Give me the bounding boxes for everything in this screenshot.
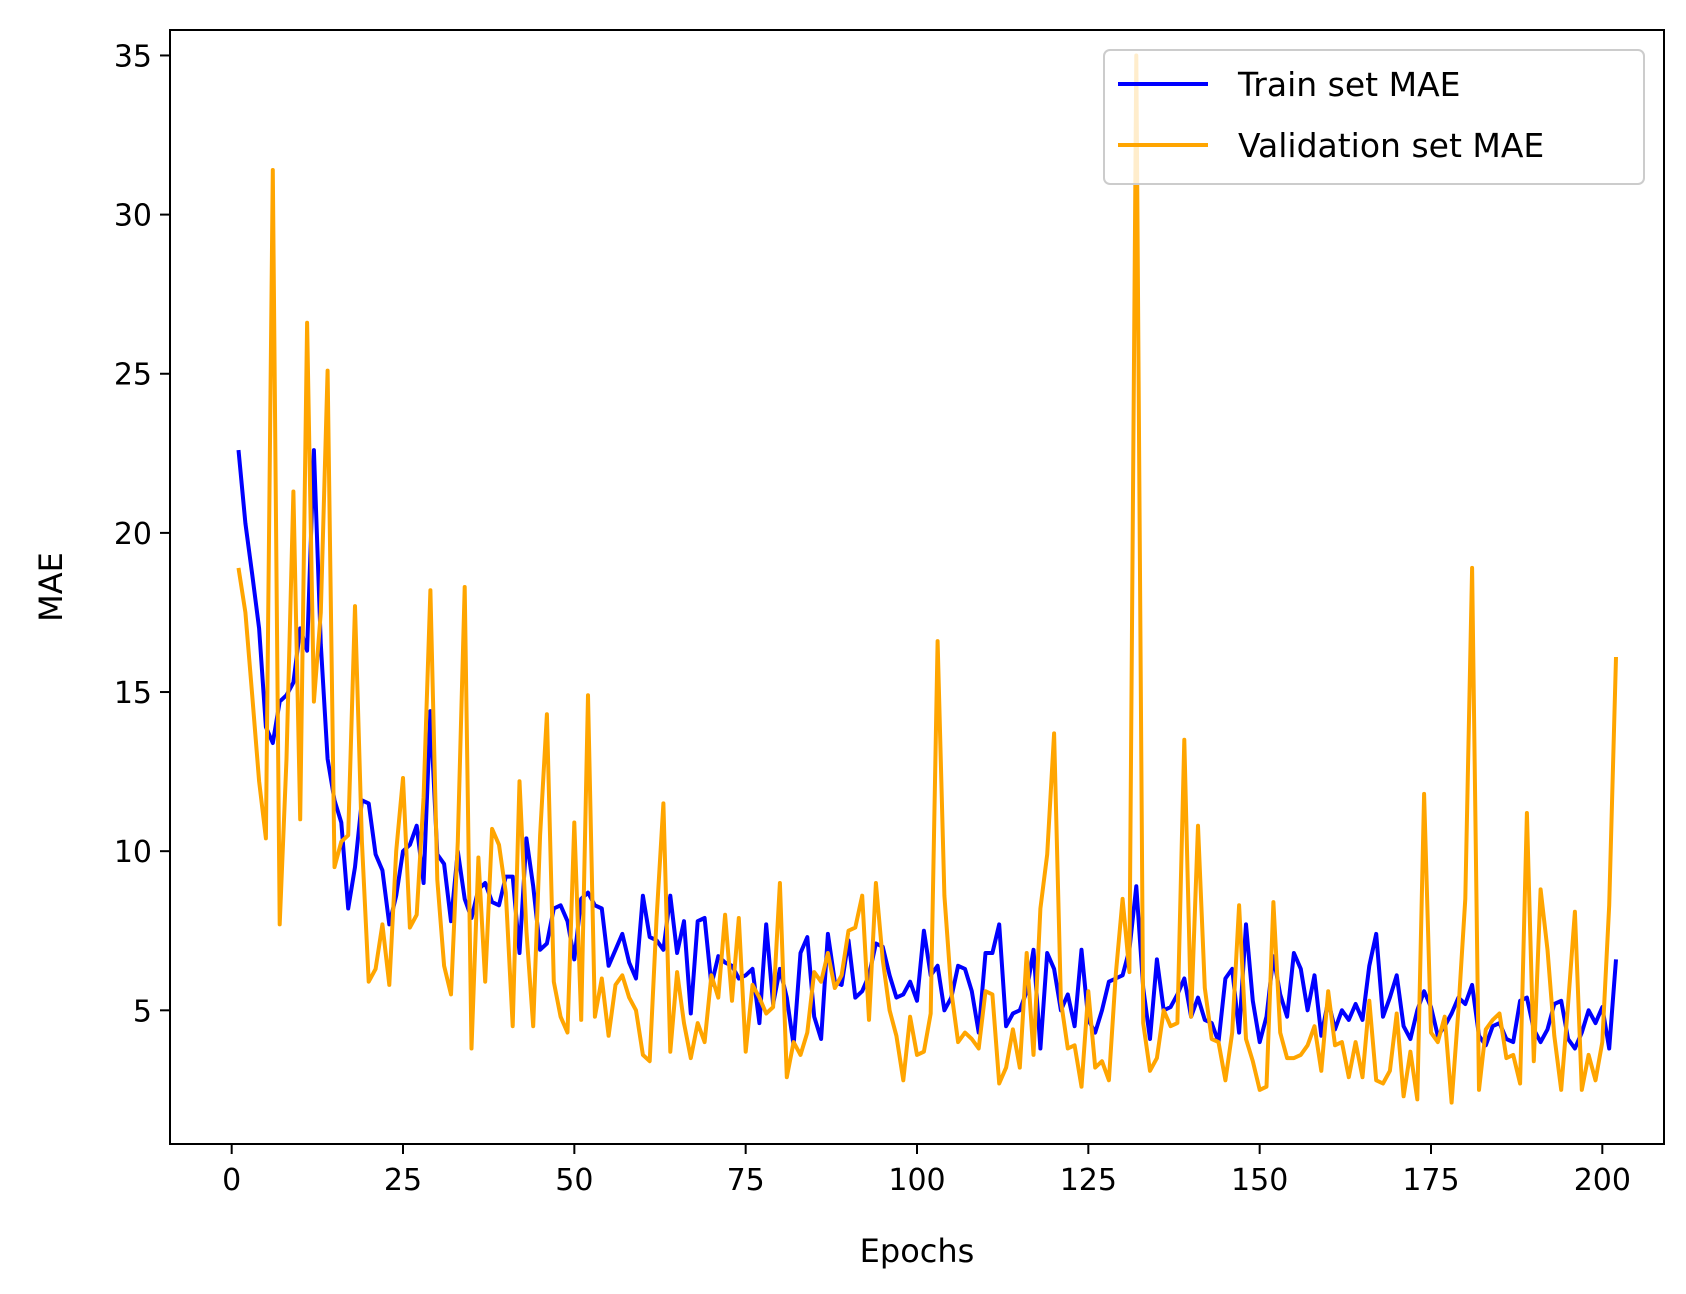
y-tick-label: 5 [133, 994, 152, 1029]
legend-label-train: Train set MAE [1237, 65, 1461, 104]
axes-frame [169, 29, 1665, 1145]
y-tick-label: 25 [114, 358, 152, 393]
y-tick-label: 30 [114, 199, 152, 234]
plot-area [236, 53, 1618, 1105]
x-tick-label: 100 [888, 1163, 945, 1198]
x-tick-label: 125 [1060, 1163, 1117, 1198]
x-tick-label: 150 [1231, 1163, 1288, 1198]
y-tick-label: 15 [114, 676, 152, 711]
y-axis-ticks: 5 10 15 20 25 30 35 [114, 39, 170, 1029]
legend-label-validation: Validation set MAE [1238, 126, 1544, 165]
x-tick-label: 200 [1574, 1163, 1631, 1198]
x-axis-ticks: 0 25 50 75 100 125 150 175 200 [222, 1144, 1631, 1198]
y-axis-label: MAE [32, 552, 70, 622]
x-tick-label: 25 [384, 1163, 422, 1198]
y-tick-label: 20 [114, 517, 152, 552]
legend: Train set MAE Validation set MAE [1103, 49, 1645, 185]
x-tick-label: 0 [222, 1163, 241, 1198]
x-tick-label: 75 [727, 1163, 765, 1198]
y-tick-label: 35 [114, 39, 152, 74]
legend-box [1103, 49, 1645, 185]
x-axis-label: Epochs [860, 1232, 975, 1270]
x-tick-label: 50 [555, 1163, 593, 1198]
y-tick-label: 10 [114, 835, 152, 870]
series-line-validation [236, 53, 1618, 1105]
x-tick-label: 175 [1402, 1163, 1459, 1198]
